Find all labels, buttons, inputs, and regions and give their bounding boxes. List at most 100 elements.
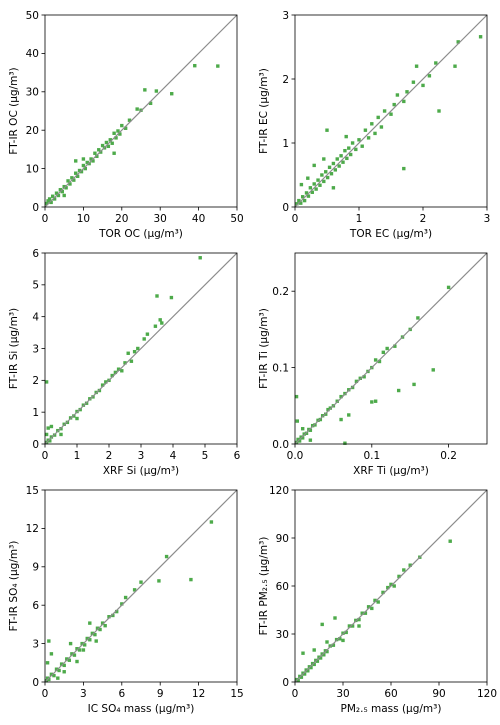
x-tick-label: 4: [170, 450, 177, 462]
data-point: [373, 598, 377, 603]
chart-panel-5: 0 3 6 9 12 15 0 3 6 9 12 15 IC SO₄ mass (µg/m³) FT-IR…: [8, 485, 244, 715]
x-tick-label: 12: [192, 688, 205, 700]
data-point: [148, 101, 153, 106]
data-point: [75, 659, 79, 664]
y-tick-label: 0: [32, 439, 39, 451]
x-tick-label: 60: [384, 688, 397, 700]
data-point: [389, 112, 393, 116]
data-point: [316, 178, 320, 182]
data-point: [114, 609, 119, 614]
data-point: [52, 673, 56, 678]
data-point: [94, 639, 98, 643]
data-point: [142, 337, 146, 341]
x-axis-title: XRF Ti (µg/m³): [353, 465, 429, 477]
y-tick-label: 0: [32, 202, 39, 214]
data-point: [416, 316, 420, 320]
data-point: [397, 574, 401, 579]
data-point: [75, 174, 80, 178]
y-tick-label: 0.2: [272, 286, 289, 298]
data-point: [373, 399, 378, 403]
x-axis-title: IC SO₄ mass (µg/m³): [88, 703, 195, 715]
data-point: [411, 80, 416, 84]
data-point: [54, 191, 59, 195]
data-point: [299, 675, 304, 679]
data-point: [301, 651, 305, 655]
data-point: [322, 653, 326, 657]
data-point: [395, 93, 400, 97]
y-tick-label: 0.1: [272, 362, 289, 374]
data-point: [325, 175, 330, 180]
y-tick-label: 0.0: [272, 439, 289, 451]
data-point: [83, 166, 88, 171]
data-point: [75, 416, 79, 421]
data-point: [309, 665, 313, 670]
data-point: [379, 125, 384, 129]
x-tick-label: 2: [420, 213, 427, 225]
data-point: [157, 579, 161, 583]
data-point: [49, 672, 54, 677]
y-tick-label: 1: [32, 407, 39, 419]
data-point: [314, 187, 318, 191]
data-point: [93, 151, 97, 155]
y-tick-label: 0: [32, 677, 39, 689]
x-tick-label: 15: [230, 688, 243, 700]
data-point: [297, 198, 301, 203]
x-tick-label: 2: [106, 450, 113, 462]
data-point: [44, 201, 49, 206]
data-point: [315, 659, 320, 663]
x-tick-label: 30: [336, 688, 349, 700]
x-axis-title: PM₂.₅ mass (µg/m³): [341, 703, 442, 715]
data-point: [62, 184, 66, 189]
data-point: [46, 199, 50, 203]
data-point: [333, 616, 337, 620]
data-point: [62, 670, 66, 674]
x-tick-label: 1: [74, 450, 81, 462]
x-tick-label: 0: [292, 688, 299, 700]
y-tick-label: 4: [32, 311, 39, 323]
data-point: [97, 148, 101, 152]
data-point: [170, 92, 174, 96]
y-tick-label: 12: [26, 523, 39, 535]
plot-frame: [294, 14, 488, 208]
data-point: [295, 202, 299, 206]
data-point: [326, 407, 330, 412]
data-point: [381, 350, 386, 355]
y-tick-label: 15: [26, 485, 39, 497]
data-point: [370, 400, 374, 404]
chart-panel-1: 0 10 20 30 40 50 0 10 20 30 40 50 TOR OC (µg/m³) FT-I…: [8, 10, 244, 240]
data-point: [308, 186, 313, 190]
data-point: [402, 568, 406, 572]
y-tick-label: 40: [26, 48, 39, 60]
data-point: [339, 417, 343, 422]
data-point: [123, 361, 127, 365]
identity-line: [294, 14, 488, 208]
data-point: [434, 61, 438, 65]
data-point: [320, 173, 324, 177]
x-tick-label: 0: [42, 450, 49, 462]
data-point: [114, 136, 118, 140]
data-point: [312, 163, 316, 168]
data-point: [169, 295, 174, 300]
data-point: [44, 432, 49, 437]
data-point: [198, 256, 202, 260]
data-point: [300, 195, 305, 199]
data-point: [136, 346, 140, 351]
data-point: [60, 189, 64, 194]
data-point: [100, 383, 105, 387]
data-point: [347, 624, 352, 628]
data-point: [118, 132, 122, 136]
x-tick-label: 10: [77, 213, 90, 225]
data-point: [81, 648, 86, 652]
data-point: [446, 285, 451, 290]
x-tick-label: 0.0: [287, 450, 304, 462]
y-axis-title: FT-IR OC (µg/m³): [8, 67, 20, 154]
x-tick-label: 3: [138, 450, 145, 462]
data-point: [52, 197, 57, 201]
plot-frame: [294, 252, 488, 445]
x-tick-label: 0: [292, 213, 299, 225]
plot-frame: [44, 14, 238, 208]
data-point: [129, 359, 134, 363]
data-point: [344, 630, 348, 635]
y-tick-label: 3: [32, 638, 39, 650]
